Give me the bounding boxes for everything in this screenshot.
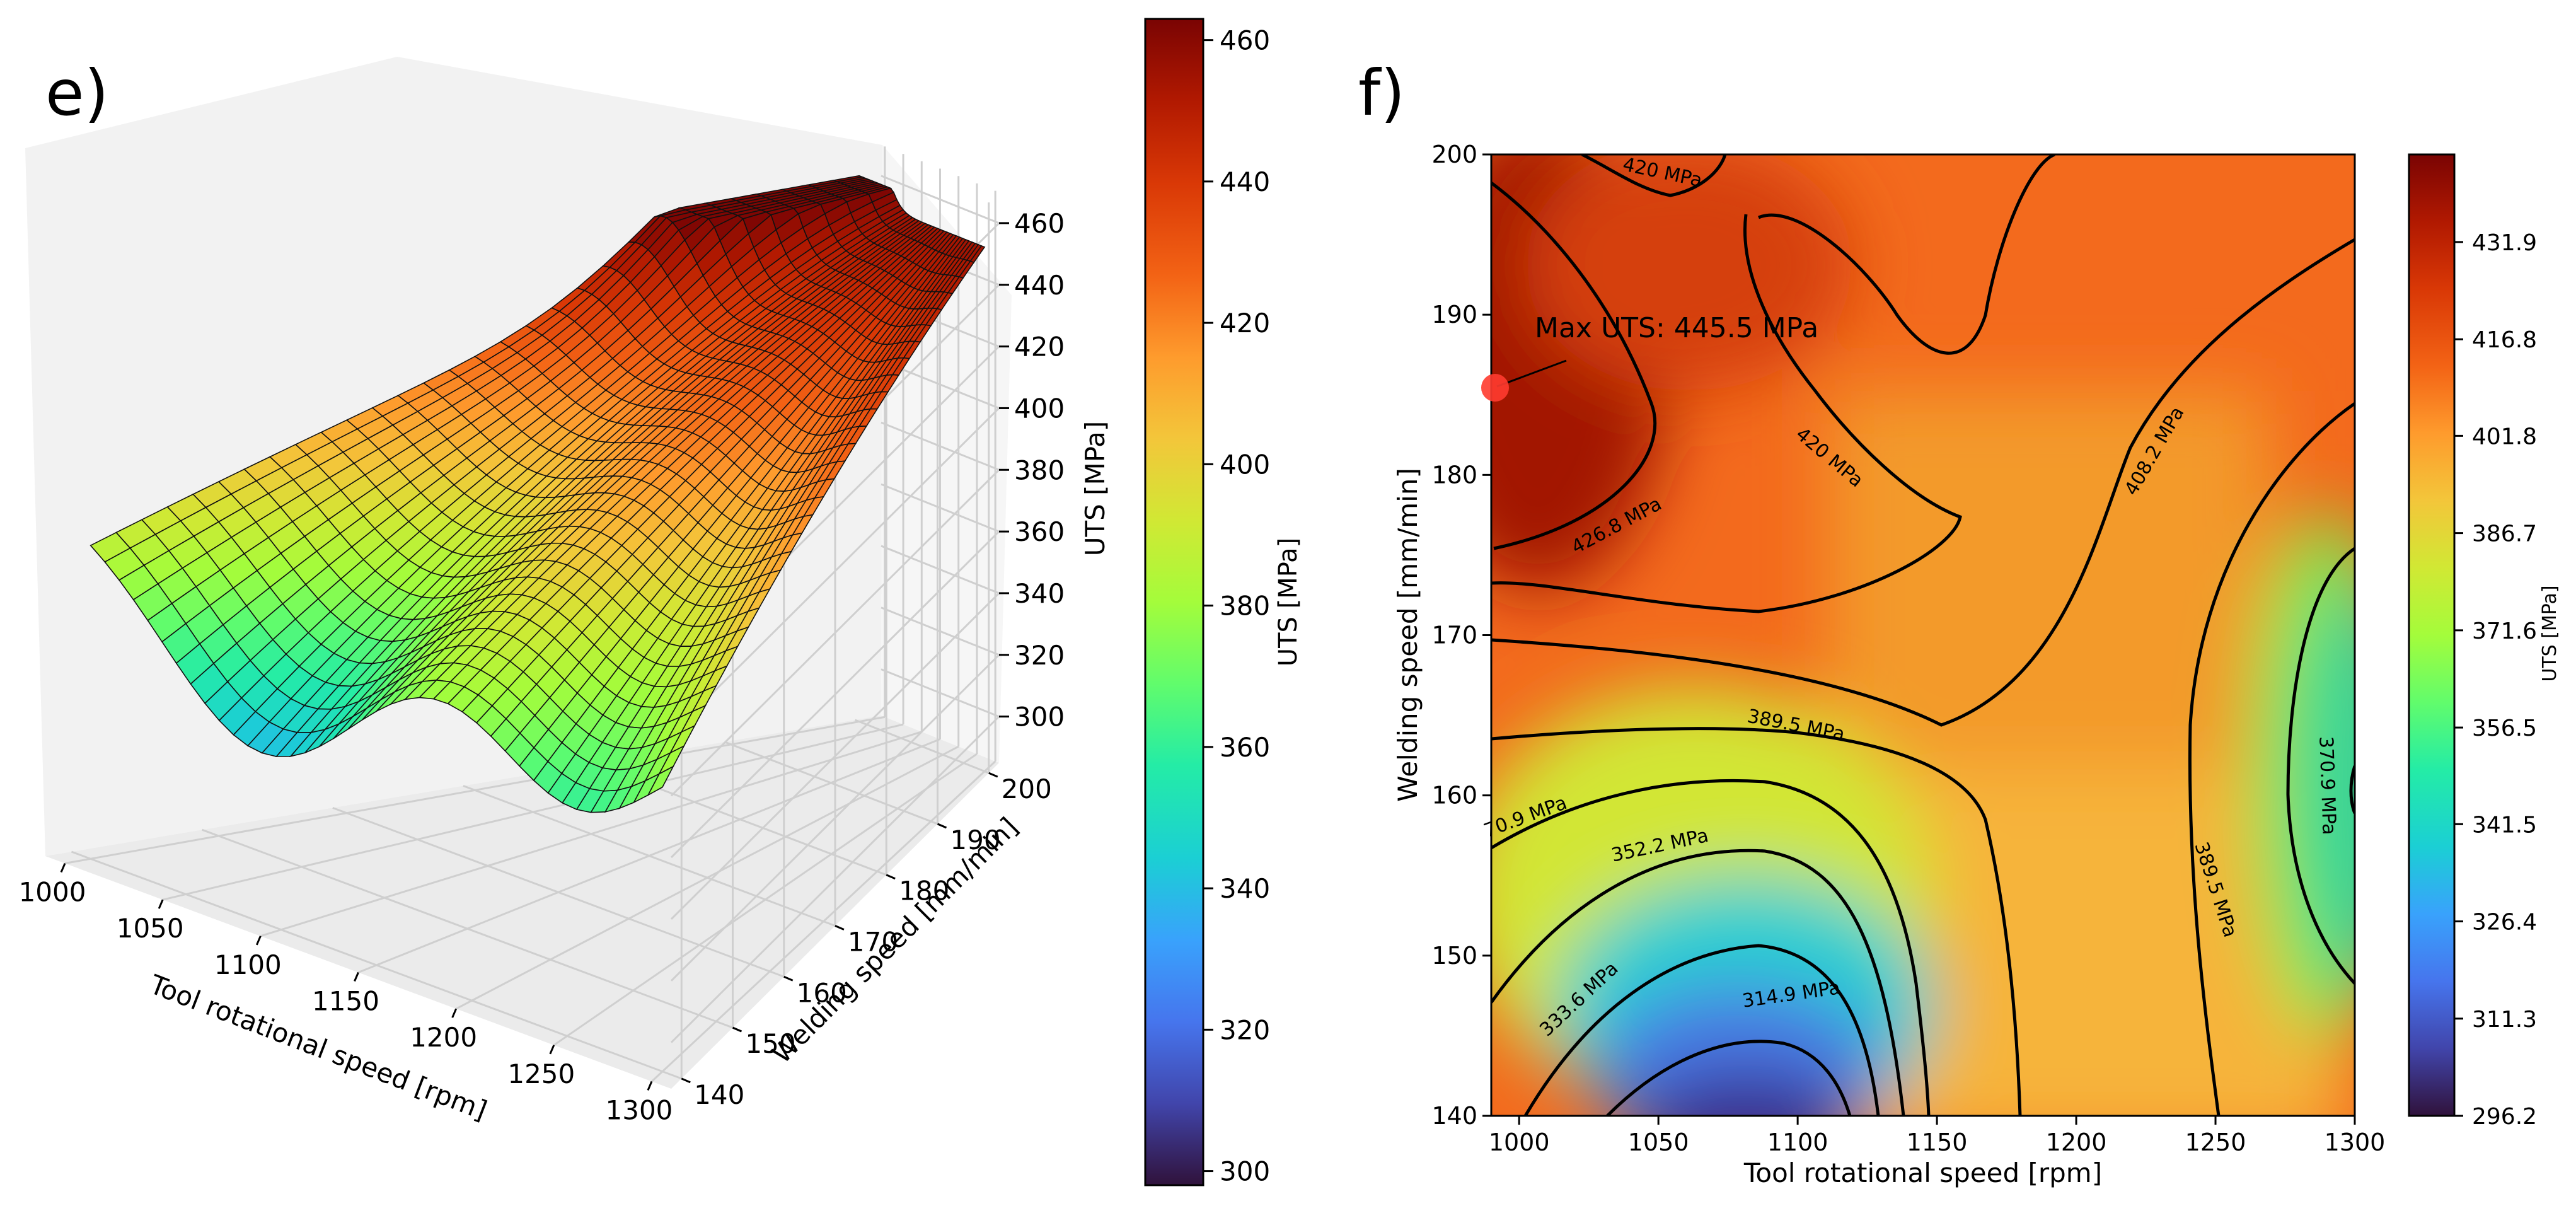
e-x-tick-label: 1250 bbox=[507, 1058, 575, 1089]
e-y-tick-label: 170 bbox=[848, 927, 898, 958]
f-x-tick-label: 1250 bbox=[2185, 1128, 2246, 1156]
f-y-tick-label: 180 bbox=[1431, 461, 1477, 489]
pane-floor bbox=[45, 716, 999, 1089]
e-y-tick-label: 190 bbox=[950, 825, 1000, 855]
f-colorbar-tick-label: 416.8 bbox=[2472, 327, 2537, 353]
e-y-tick-label: 200 bbox=[1002, 774, 1052, 804]
surface-cell bbox=[647, 765, 674, 797]
f-colorbar-tick-label: 296.2 bbox=[2472, 1104, 2537, 1130]
e-y-tick-label: 140 bbox=[694, 1079, 744, 1110]
e-x-tick-label: 1000 bbox=[19, 877, 86, 908]
e-z-tick-label: 300 bbox=[1014, 702, 1065, 733]
e-x-tick-label: 1050 bbox=[117, 913, 184, 944]
e-z-ticks: 300 320 340 360 380 400 420 440 460 bbox=[999, 208, 1065, 733]
e-colorbar-tick-label: 420 bbox=[1220, 308, 1270, 339]
max-uts-annotation: Max UTS: 445.5 MPa bbox=[1535, 312, 1818, 344]
f-colorbar-tick-label: 371.6 bbox=[2472, 618, 2537, 644]
e-z-tick-label: 440 bbox=[1014, 270, 1065, 301]
e-x-tick-label: 1200 bbox=[410, 1022, 477, 1053]
e-x-tick-label: 1100 bbox=[214, 949, 282, 980]
f-colorbar-tick-label: 386.7 bbox=[2472, 521, 2537, 547]
f-y-tick-label: 190 bbox=[1431, 301, 1477, 328]
e-z-tick-label: 420 bbox=[1014, 332, 1065, 362]
f-x-ticks: 1000 1050 1100 1150 1200 1250 1300 bbox=[1489, 1116, 2386, 1156]
e-colorbar-tick-label: 340 bbox=[1220, 873, 1270, 904]
e-colorbar bbox=[1144, 18, 1204, 1186]
f-x-tick-label: 1300 bbox=[2325, 1128, 2386, 1156]
e-colorbar-tick-label: 380 bbox=[1220, 591, 1270, 622]
e-z-axis-label: UTS [MPa] bbox=[1080, 421, 1111, 557]
f-colorbar-tick-label: 431.9 bbox=[2472, 230, 2537, 256]
panel-e-label: e) bbox=[45, 56, 109, 130]
f-y-ticks: 140 150 160 170 180 190 200 bbox=[1431, 141, 1491, 1130]
f-x-tick-label: 1150 bbox=[1907, 1128, 1968, 1156]
contour-lines bbox=[1491, 154, 2355, 1116]
contour-333-6 bbox=[1523, 944, 1880, 1116]
f-x-axis-label: Tool rotational speed [rpm] bbox=[1743, 1157, 2102, 1188]
e-z-tick-label: 340 bbox=[1014, 578, 1065, 609]
e-colorbar-tick-label: 360 bbox=[1220, 732, 1270, 763]
panel-f: f) bbox=[1358, 56, 2561, 1188]
f-colorbar-tick-label: 401.8 bbox=[2472, 424, 2537, 449]
e-x-tick-label: 1300 bbox=[606, 1094, 673, 1125]
e-z-tick-label: 380 bbox=[1014, 455, 1065, 485]
f-colorbar-tick-label: 311.3 bbox=[2472, 1007, 2537, 1033]
max-uts-marker bbox=[1481, 374, 1509, 402]
f-colorbar bbox=[2408, 153, 2456, 1117]
contour-label: 370.9 MPa bbox=[2314, 736, 2340, 835]
f-y-tick-label: 150 bbox=[1431, 942, 1477, 970]
e-z-tick-label: 320 bbox=[1014, 640, 1065, 671]
contour-370-9 bbox=[1491, 779, 1931, 1116]
max-annotation-arrow bbox=[1496, 359, 1567, 388]
f-colorbar-tick-label: 326.4 bbox=[2472, 910, 2537, 936]
contour-370-9-right bbox=[2286, 547, 2355, 985]
e-colorbar-tick-label: 320 bbox=[1220, 1014, 1270, 1045]
contour-426-8-left bbox=[1491, 181, 1657, 550]
e-x-ticks: 1000 1050 1100 1150 1200 1250 1300 bbox=[19, 862, 673, 1125]
f-colorbar-label: UTS [MPa] bbox=[2539, 585, 2561, 681]
e-colorbar-label: UTS [MPa] bbox=[1274, 538, 1303, 666]
surface-mesh bbox=[90, 175, 986, 813]
f-x-tick-label: 1200 bbox=[2046, 1128, 2107, 1156]
f-x-tick-label: 1000 bbox=[1489, 1128, 1550, 1156]
e-z-tick-label: 460 bbox=[1014, 208, 1065, 239]
e-y-tick-label: 150 bbox=[745, 1028, 795, 1059]
e-colorbar-tick-label: 460 bbox=[1220, 25, 1270, 56]
f-y-tick-label: 140 bbox=[1431, 1102, 1477, 1130]
contour-389-5-upper bbox=[1491, 727, 2022, 1116]
e-z-tick-label: 400 bbox=[1014, 393, 1065, 424]
f-x-tick-label: 1050 bbox=[1628, 1128, 1689, 1156]
e-colorbar-ticks: 300 320 340 360 380 400 420 440 460 bbox=[1203, 25, 1270, 1187]
contour-352-2 bbox=[1491, 849, 1905, 1116]
e-colorbar-tick-label: 440 bbox=[1220, 166, 1270, 197]
e-y-tick-label: 180 bbox=[899, 876, 949, 907]
contour-420-top bbox=[1581, 154, 1727, 197]
panel-e: e) 1000 1050 1100 1150 1200 1250 1300 14015016… bbox=[19, 18, 1303, 1187]
f-y-tick-label: 200 bbox=[1431, 141, 1477, 168]
f-y-tick-label: 170 bbox=[1431, 622, 1477, 649]
panel-f-label: f) bbox=[1358, 56, 1405, 130]
f-y-axis-label: Welding speed [mm/min] bbox=[1392, 468, 1423, 802]
f-y-tick-label: 160 bbox=[1431, 782, 1477, 809]
e-x-tick-label: 1150 bbox=[312, 986, 379, 1017]
f-colorbar-tick-label: 356.5 bbox=[2472, 716, 2537, 741]
contour-right-edge bbox=[2349, 765, 2355, 814]
e-y-tick-label: 160 bbox=[797, 977, 847, 1008]
f-colorbar-ticks: 296.2 311.3 326.4 341.5 356.5 371.6 386.7 401.8… bbox=[2454, 230, 2537, 1130]
f-x-tick-label: 1100 bbox=[1767, 1128, 1828, 1156]
f-colorbar-tick-label: 341.5 bbox=[2472, 812, 2537, 838]
contour-420-upper bbox=[1758, 154, 2056, 355]
contour-420-loop bbox=[1491, 214, 1962, 613]
contour-314-9 bbox=[1606, 1040, 1852, 1116]
e-z-tick-label: 360 bbox=[1014, 516, 1065, 547]
e-colorbar-tick-label: 400 bbox=[1220, 449, 1270, 480]
e-colorbar-tick-label: 300 bbox=[1220, 1156, 1270, 1187]
contour-408-2 bbox=[1491, 238, 2355, 727]
contour-389-5-right bbox=[2188, 402, 2355, 1116]
